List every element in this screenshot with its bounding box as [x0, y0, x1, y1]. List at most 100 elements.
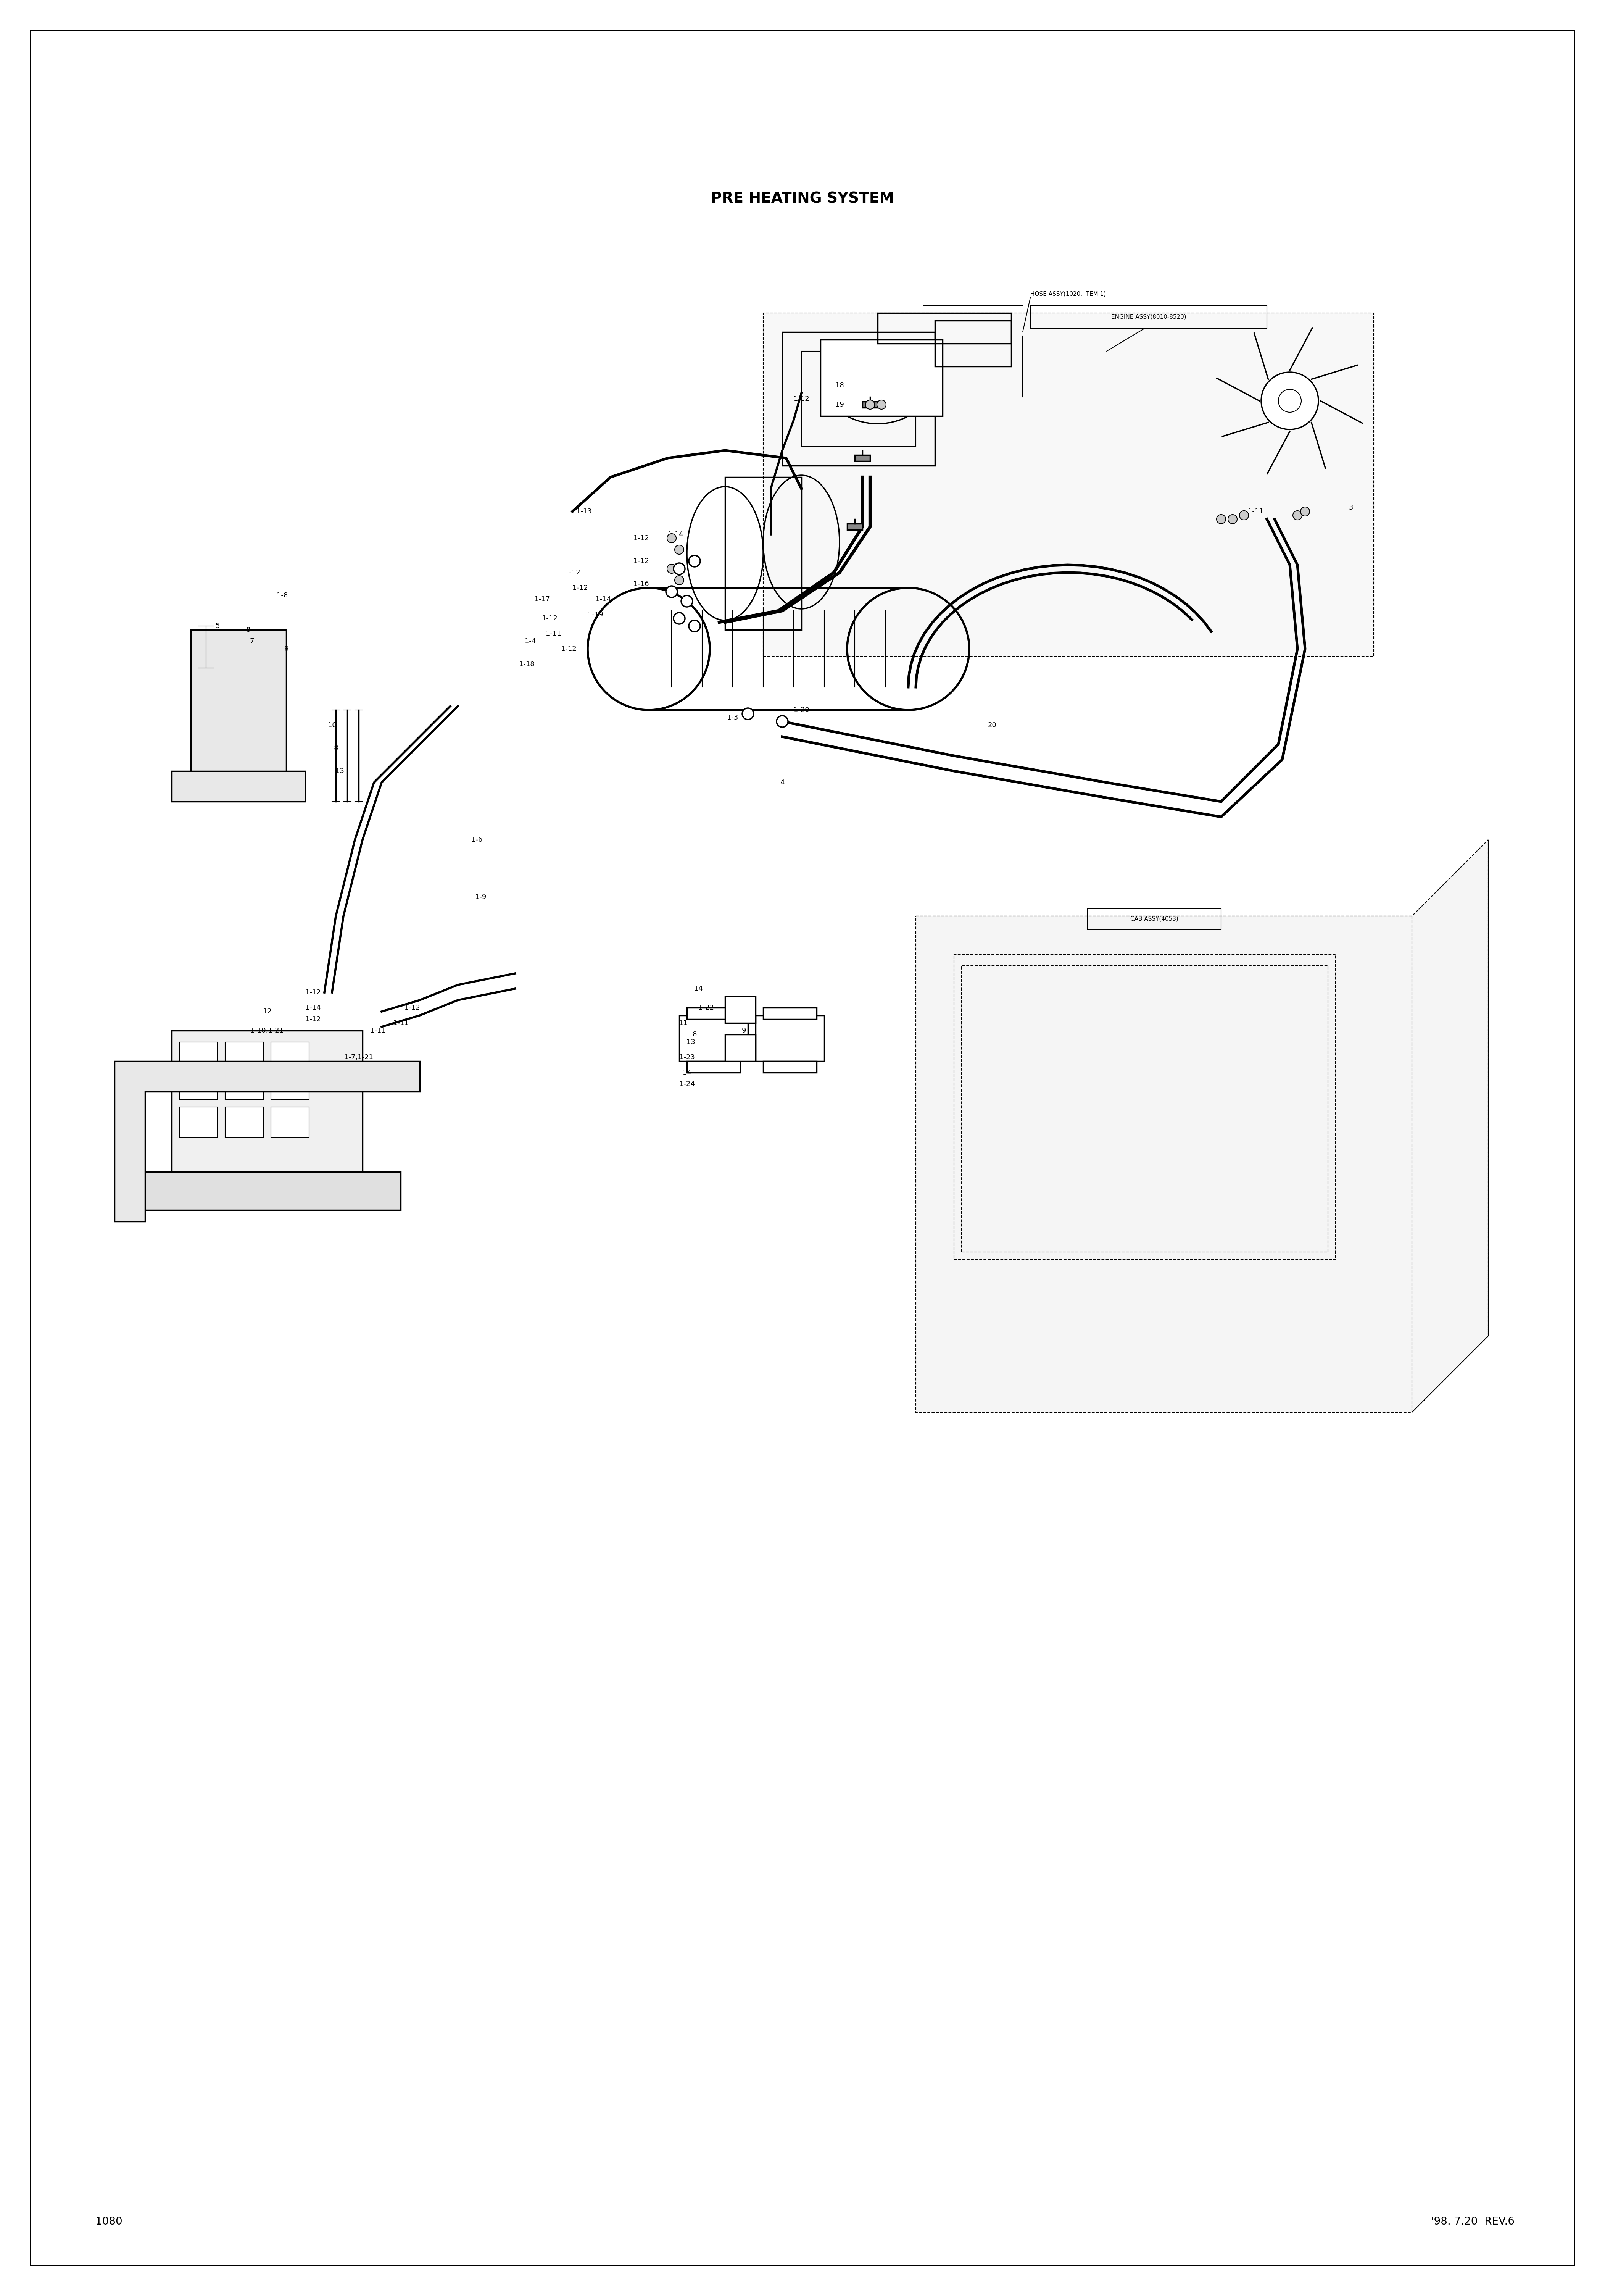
Text: 20: 20: [987, 721, 997, 728]
Text: 14: 14: [682, 1070, 692, 1077]
Circle shape: [876, 400, 886, 409]
Circle shape: [1262, 372, 1318, 429]
Circle shape: [1300, 507, 1310, 517]
Bar: [782, 333, 936, 466]
Bar: [764, 1061, 817, 1072]
Circle shape: [668, 565, 676, 574]
Bar: [225, 1107, 263, 1137]
Text: 1-12: 1-12: [565, 569, 579, 576]
Bar: [725, 1035, 756, 1061]
Text: 21: 21: [1300, 507, 1310, 514]
Text: CAB ASSY(4053): CAB ASSY(4053): [1130, 916, 1178, 921]
Bar: [271, 1042, 310, 1100]
Bar: [820, 340, 942, 416]
Circle shape: [674, 576, 684, 585]
Circle shape: [1278, 390, 1302, 413]
Bar: [847, 523, 862, 530]
Bar: [172, 1031, 363, 1182]
Text: ENGINE ASSY(8010-8520): ENGINE ASSY(8010-8520): [1111, 315, 1186, 319]
Circle shape: [689, 556, 700, 567]
Text: 1-8: 1-8: [276, 592, 287, 599]
Text: 1-11: 1-11: [371, 1026, 385, 1033]
Bar: [1030, 305, 1266, 328]
Bar: [961, 967, 1327, 1251]
Text: 10: 10: [327, 721, 337, 728]
Circle shape: [1239, 510, 1249, 519]
Text: 1-12: 1-12: [560, 645, 576, 652]
Circle shape: [674, 563, 685, 574]
Text: 1-24: 1-24: [679, 1081, 695, 1088]
Text: 13: 13: [687, 1038, 695, 1045]
Bar: [936, 321, 1011, 367]
Text: 9: 9: [742, 1026, 746, 1033]
Text: 1080: 1080: [95, 2216, 122, 2227]
Bar: [180, 1042, 218, 1100]
Bar: [141, 1171, 401, 1210]
Polygon shape: [114, 1061, 421, 1221]
Text: 7: 7: [250, 638, 254, 645]
Circle shape: [689, 620, 700, 631]
Circle shape: [865, 400, 875, 409]
Text: 8: 8: [334, 744, 339, 751]
Text: 1-11: 1-11: [393, 1019, 408, 1026]
Text: 1-9: 1-9: [475, 893, 486, 900]
Text: 1-6: 1-6: [472, 836, 483, 843]
Text: 19: 19: [835, 402, 844, 409]
Bar: [801, 351, 916, 448]
Text: 1-11: 1-11: [1247, 507, 1263, 514]
Polygon shape: [916, 840, 1488, 1412]
Text: 6: 6: [284, 645, 289, 652]
Circle shape: [1294, 510, 1302, 519]
Circle shape: [674, 613, 685, 625]
Text: 1-11: 1-11: [546, 629, 562, 636]
Text: 1-20: 1-20: [793, 707, 809, 714]
Text: 1-12: 1-12: [793, 395, 809, 402]
Bar: [687, 1008, 740, 1019]
Bar: [953, 955, 1335, 1261]
Text: 18: 18: [835, 381, 844, 388]
Bar: [271, 1107, 310, 1137]
Bar: [764, 1008, 817, 1019]
Bar: [687, 1061, 740, 1072]
Circle shape: [668, 533, 676, 542]
Text: 2: 2: [1218, 517, 1223, 523]
Text: HOSE ASSY(1020, ITEM 1): HOSE ASSY(1020, ITEM 1): [1030, 292, 1106, 296]
Circle shape: [674, 544, 684, 553]
Text: 5: 5: [215, 622, 220, 629]
Circle shape: [666, 585, 677, 597]
Text: 1-12: 1-12: [305, 990, 321, 996]
Bar: [855, 455, 870, 461]
Circle shape: [1217, 514, 1226, 523]
Text: 8: 8: [692, 1031, 697, 1038]
Text: 1-7,1-21: 1-7,1-21: [343, 1054, 374, 1061]
Text: 1-19: 1-19: [587, 611, 603, 618]
Text: 11: 11: [679, 1019, 687, 1026]
Circle shape: [777, 716, 788, 728]
Bar: [225, 1042, 263, 1100]
Bar: [180, 1107, 218, 1137]
Bar: [725, 478, 801, 629]
Text: 1-14: 1-14: [305, 1003, 321, 1010]
Polygon shape: [191, 629, 286, 783]
Polygon shape: [172, 771, 305, 801]
Text: 1-14: 1-14: [668, 530, 684, 537]
Bar: [862, 402, 878, 409]
Circle shape: [742, 707, 754, 719]
Text: 3: 3: [1348, 505, 1353, 512]
Bar: [1088, 909, 1221, 930]
Text: 8: 8: [246, 627, 250, 634]
Text: 1-10,1-21: 1-10,1-21: [250, 1026, 284, 1033]
Text: 1-23: 1-23: [679, 1054, 695, 1061]
Text: 13: 13: [335, 767, 343, 774]
Text: 14: 14: [693, 985, 703, 992]
Bar: [764, 312, 1374, 657]
Text: 1-12: 1-12: [573, 585, 587, 592]
Text: 4: 4: [780, 778, 785, 785]
Text: 1-12: 1-12: [542, 615, 557, 622]
Bar: [878, 312, 1011, 344]
Text: 1-4: 1-4: [525, 638, 536, 645]
Text: 1-22: 1-22: [698, 1003, 714, 1010]
Text: 1-3: 1-3: [727, 714, 738, 721]
Text: 1-12: 1-12: [305, 1015, 321, 1022]
Text: 1-12: 1-12: [634, 535, 648, 542]
